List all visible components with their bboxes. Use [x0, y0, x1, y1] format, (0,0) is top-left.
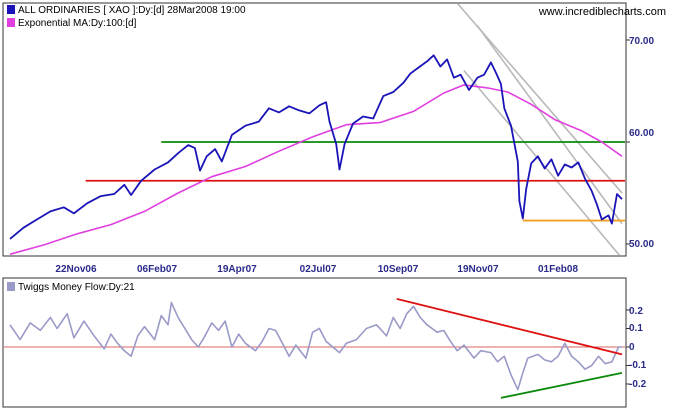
x-tick-label: 10Sep07: [378, 264, 419, 275]
x-tick-label: 06Feb07: [137, 264, 177, 275]
watermark: www.incrediblecharts.com: [538, 6, 666, 18]
y-tick-label: 0: [629, 342, 635, 353]
y-tick-label: 70.00: [629, 36, 654, 47]
indicator-plot: [4, 298, 625, 399]
x-tick-label: 02Jul07: [300, 264, 337, 275]
y-tick-label: -0.1: [629, 360, 647, 371]
x-tick-label: 01Feb08: [538, 264, 578, 275]
x-tick-label: 19Nov07: [457, 264, 499, 275]
ema-line: [9, 84, 623, 255]
legend-label-ema: Exponential MA:Dy:100:[d]: [18, 18, 137, 29]
legend-swatch-tmf: [7, 282, 15, 291]
y-tick-label: 0.1: [629, 323, 643, 334]
money-flow-line: [9, 301, 622, 391]
legend-label-price: ALL ORDINARIES [ XAO ]:Dy:[d] 28Mar2008 …: [18, 5, 246, 16]
price-plot: [9, 4, 625, 255]
x-tick-label: 22Nov06: [55, 264, 97, 275]
trend-line-green: [500, 372, 623, 399]
y-tick-label: 0.2: [629, 306, 643, 317]
channel-line-middle: [476, 25, 623, 225]
indicator-panel-frame: [2, 277, 627, 408]
price-panel-frame: [2, 2, 627, 257]
trend-line-red: [396, 298, 623, 356]
price-line: [9, 54, 623, 240]
y-tick-label: 50.00: [629, 239, 654, 250]
legend-swatch-price: [7, 5, 15, 14]
x-tick-label: 19Apr07: [217, 264, 257, 275]
indicator-title: Twiggs Money Flow:Dy:21: [18, 282, 135, 293]
legend-swatch-ema: [7, 18, 15, 27]
y-tick-label: 60.00: [629, 128, 654, 139]
price-legend: ALL ORDINARIES [ XAO ]:Dy:[d] 28Mar2008 …: [7, 5, 246, 29]
y-tick-label: -0.2: [629, 379, 647, 390]
